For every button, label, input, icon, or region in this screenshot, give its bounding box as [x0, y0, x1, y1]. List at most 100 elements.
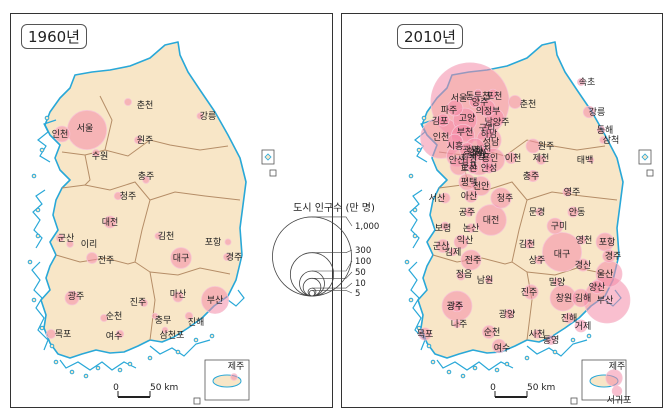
island: [412, 207, 418, 213]
city-label: 여수: [494, 342, 511, 354]
province-border: [99, 95, 113, 151]
city-label: 양산: [589, 282, 606, 293]
legend-value-label: 5: [355, 289, 360, 299]
legend-circle: [289, 252, 335, 297]
city-bubble: [571, 288, 591, 308]
island: [494, 367, 500, 373]
city-label: 전주: [98, 255, 115, 266]
city-bubble: [86, 252, 98, 264]
city-label: 경주: [226, 251, 243, 263]
city-bubble: [491, 338, 507, 354]
legend-value-label: 50: [355, 268, 366, 278]
city-bubble: [563, 312, 575, 324]
legend-leader-line: [312, 260, 353, 272]
city-label: 김천: [158, 230, 175, 242]
city-bubble: [64, 290, 80, 306]
city-bubble: [471, 150, 483, 162]
city-label: 울산: [597, 269, 614, 280]
ulleungdo-island: [641, 153, 649, 161]
city-bubble: [469, 96, 481, 108]
city-label: 이리: [81, 239, 98, 250]
city-label: 서울: [77, 123, 94, 134]
city-label: 진해: [188, 317, 205, 328]
city-label: 구리: [479, 123, 496, 134]
legend-leader-line: [312, 290, 353, 294]
city-label: 김천: [519, 238, 536, 250]
island: [147, 355, 153, 361]
city-label: 수원: [92, 151, 109, 162]
city-bubble: [172, 291, 184, 303]
city-label: 충무: [155, 315, 172, 326]
city-label: 천안: [473, 181, 490, 192]
city-bubble: [230, 373, 238, 381]
legend-leader-line: [312, 249, 353, 253]
legend-leader-line: [312, 216, 353, 227]
city-label: 밀양: [549, 276, 566, 288]
city-bubble: [532, 329, 542, 339]
city-label: 광주: [447, 300, 464, 312]
inset-marker: [570, 397, 578, 405]
city-label: 과천: [475, 145, 492, 156]
city-bubble: [124, 98, 132, 106]
city-bubble: [53, 125, 71, 143]
island: [31, 297, 37, 303]
city-label: 익산: [457, 234, 474, 246]
city-bubble: [534, 255, 544, 265]
city-label: 대전: [102, 217, 119, 228]
island: [95, 365, 101, 371]
island: [35, 207, 41, 213]
city-bubble: [464, 207, 474, 217]
city-label: 광주: [447, 300, 464, 312]
city-bubble: [115, 329, 125, 339]
city-bubble: [574, 319, 588, 333]
city-label: 나주: [451, 319, 468, 330]
city-bubble: [596, 125, 606, 135]
city-label: 문경: [529, 206, 546, 218]
island: [460, 373, 466, 379]
island: [524, 355, 530, 361]
city-bubble: [587, 156, 595, 164]
city-label: 상주: [529, 255, 546, 266]
province-border: [149, 267, 231, 276]
city-bubble: [546, 217, 564, 235]
city-label: 인천: [433, 132, 450, 143]
city-bubble: [439, 192, 451, 204]
city-label: 공주: [459, 207, 476, 218]
island: [209, 333, 215, 339]
city-label: 화성: [461, 153, 478, 164]
city-label: 안성: [481, 163, 498, 174]
inset-marker: [193, 397, 201, 405]
city-bubble: [151, 312, 159, 320]
province-border: [55, 254, 156, 341]
island: [175, 349, 181, 355]
city-label: 부천: [457, 127, 474, 138]
city-label: 시흥: [447, 140, 464, 152]
city-label: 제천: [533, 153, 550, 164]
city-label: 충주: [523, 171, 540, 182]
city-bubble: [599, 136, 607, 144]
city-bubble: [527, 170, 539, 182]
city-bubble: [458, 173, 476, 191]
scale-zero-label: 0: [490, 383, 496, 393]
city-label: 순천: [106, 311, 123, 322]
city-label: 속초: [579, 77, 596, 88]
island: [31, 173, 37, 179]
island: [27, 259, 33, 265]
city-label: 고양: [459, 113, 476, 124]
city-label: 원주: [137, 135, 154, 146]
island: [193, 337, 199, 343]
city-label: 진주: [521, 287, 538, 298]
city-label: 오산: [461, 163, 478, 174]
city-bubble: [576, 258, 590, 272]
coastline: [414, 119, 434, 163]
coastline: [409, 189, 423, 249]
city-bubble: [536, 155, 546, 165]
city-label: 여수: [106, 330, 123, 342]
city-bubble: [201, 286, 229, 314]
city-label: 정읍: [456, 269, 473, 280]
city-label: 김포: [432, 115, 449, 127]
island: [446, 369, 452, 375]
dokdo-inset: [646, 169, 654, 177]
